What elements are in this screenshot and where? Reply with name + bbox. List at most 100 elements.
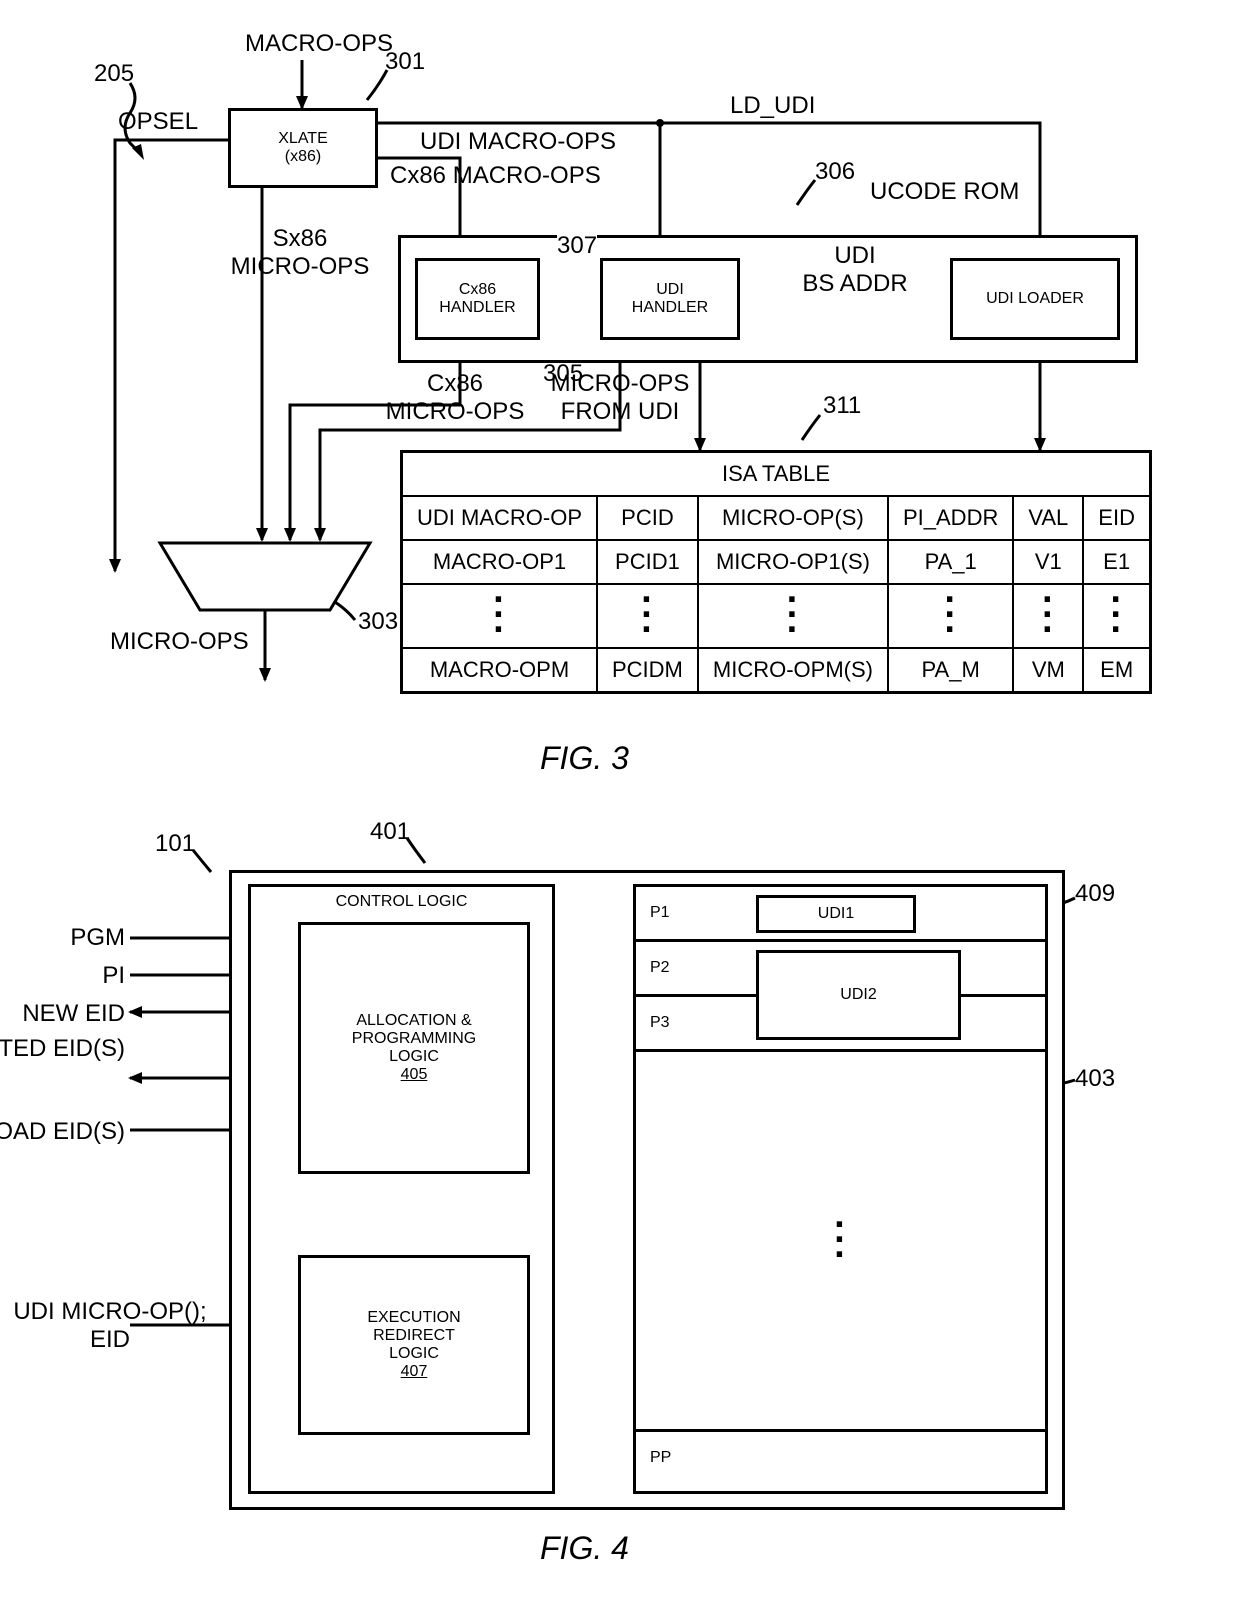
udi-handler-l1: UDI <box>656 281 684 299</box>
pp-label: PP <box>650 1449 671 1467</box>
ref-407: 407 <box>401 1363 428 1381</box>
label-ucode-rom: UCODE ROM <box>870 178 1019 206</box>
isa-h4: VAL <box>1013 496 1083 540</box>
alloc-l1: ALLOCATION & <box>356 1012 471 1030</box>
ref-311: 311 <box>823 392 861 420</box>
umo-l2: EID <box>90 1326 130 1353</box>
p1-label: P1 <box>650 904 670 922</box>
isa-r1-5: E1 <box>1083 540 1150 584</box>
isa-rM-2: MICRO-OPM(S) <box>698 648 888 693</box>
exec-l3: LOGIC <box>389 1345 439 1363</box>
isa-r1-0: MACRO-OP1 <box>402 540 598 584</box>
isa-row-ellipsis: ··· ··· ··· ··· ··· ··· <box>402 584 1151 648</box>
row-ellipsis: ··· <box>636 1052 1045 1432</box>
box-udi1: UDI1 <box>756 895 916 933</box>
isa-table: ISA TABLE UDI MACRO-OP PCID MICRO-OP(S) … <box>400 450 1152 694</box>
ref-307: 307 <box>557 232 597 260</box>
ref-405: 405 <box>401 1066 428 1084</box>
ref-101: 101 <box>155 830 195 858</box>
box-xlate: XLATE (x86) <box>228 108 378 188</box>
umo-l1: UDI MICRO-OP(); <box>13 1298 206 1325</box>
isa-rM-0: MACRO-OPM <box>402 648 598 693</box>
cx86-micro-l1: Cx86 <box>427 370 483 397</box>
sx86-l1: Sx86 <box>273 225 328 252</box>
ref-403: 403 <box>1075 1065 1115 1093</box>
xlate-line1: XLATE <box>278 130 328 148</box>
mfu-l2: FROM UDI <box>561 398 680 425</box>
mfu-l1: MICRO-OPS <box>551 370 690 397</box>
isa-row1: MACRO-OP1 PCID1 MICRO-OP1(S) PA_1 V1 E1 <box>402 540 1151 584</box>
label-udi-micro-op-eid: UDI MICRO-OP(); EID <box>0 1298 220 1354</box>
isa-header-row: UDI MACRO-OP PCID MICRO-OP(S) PI_ADDR VA… <box>402 496 1151 540</box>
label-udi-macro-ops: UDI MACRO-OPS <box>420 128 616 156</box>
label-new-eid: NEW EID <box>0 1000 125 1028</box>
cx86-handler-l2: HANDLER <box>439 299 515 317</box>
label-cx86-micro: Cx86 MICRO-OPS <box>380 370 530 426</box>
isa-r1-2: MICRO-OP1(S) <box>698 540 888 584</box>
isa-h0: UDI MACRO-OP <box>402 496 598 540</box>
isa-rM-5: EM <box>1083 648 1150 693</box>
alloc-l3: LOGIC <box>389 1048 439 1066</box>
udi-l2: BS ADDR <box>802 270 907 297</box>
isa-rM-1: PCIDM <box>597 648 698 693</box>
cx86-handler-l1: Cx86 <box>459 281 496 299</box>
box-udi2: UDI2 <box>756 950 961 1040</box>
label-ld-udi: LD_UDI <box>730 92 815 120</box>
isa-r1-3: PA_1 <box>888 540 1013 584</box>
label-pgm: PGM <box>25 924 125 952</box>
label-unload-eids: UNLOAD EID(S) <box>0 1118 125 1146</box>
xlate-line2: (x86) <box>285 148 321 166</box>
cx86-micro-l2: MICRO-OPS <box>386 398 525 425</box>
diagram-container: MACRO-OPS 205 301 OPSEL XLATE (x86) LD_U… <box>0 0 1240 1609</box>
control-logic-title: CONTROL LOGIC <box>336 893 468 911</box>
udi-loader-label: UDI LOADER <box>986 290 1084 308</box>
p2-label: P2 <box>650 959 670 977</box>
label-micro-ops: MICRO-OPS <box>110 628 249 656</box>
label-micro-from-udi: MICRO-OPS FROM UDI <box>535 370 705 426</box>
ref-301: 301 <box>385 48 425 76</box>
label-sx86: Sx86 MICRO-OPS <box>225 225 375 281</box>
isa-h5: EID <box>1083 496 1150 540</box>
p3-label: P3 <box>650 1014 670 1032</box>
exec-l2: REDIRECT <box>373 1327 455 1345</box>
isa-rM-3: PA_M <box>888 648 1013 693</box>
box-cx86-handler: Cx86 HANDLER <box>415 258 540 340</box>
isa-h2: MICRO-OP(S) <box>698 496 888 540</box>
isa-rM-4: VM <box>1013 648 1083 693</box>
alloc-l2: PROGRAMMING <box>352 1030 476 1048</box>
fig4-caption: FIG. 4 <box>540 1530 629 1567</box>
ref-303: 303 <box>358 608 398 636</box>
row-pp: PP <box>636 1432 1045 1484</box>
label-pi: PI <box>25 962 125 990</box>
label-invalidated-eids: INVALIDATED EID(S) <box>0 1035 125 1063</box>
ref-306: 306 <box>815 158 855 186</box>
exec-l1: EXECUTION <box>367 1309 460 1327</box>
box-p-table: P1 UDI1 P2 UDI2 P3 ··· PP <box>633 884 1048 1494</box>
box-udi-loader: UDI LOADER <box>950 258 1120 340</box>
ref-401: 401 <box>370 818 410 846</box>
label-opsel: OPSEL <box>118 108 198 136</box>
isa-title: ISA TABLE <box>402 452 1151 497</box>
isa-r1-1: PCID1 <box>597 540 698 584</box>
isa-h1: PCID <box>597 496 698 540</box>
label-macro-ops: MACRO-OPS <box>245 30 393 58</box>
box-udi-handler: UDI HANDLER <box>600 258 740 340</box>
ref-205: 205 <box>94 60 134 88</box>
isa-rowM: MACRO-OPM PCIDM MICRO-OPM(S) PA_M VM EM <box>402 648 1151 693</box>
label-cx86-macro-ops: Cx86 MACRO-OPS <box>390 162 601 190</box>
row-p2: P2 UDI2 <box>636 942 1045 997</box>
udi2-label: UDI2 <box>840 986 876 1004</box>
sx86-l2: MICRO-OPS <box>231 253 370 280</box>
p-vdots: ··· <box>834 1218 847 1264</box>
box-exec-redirect: EXECUTION REDIRECT LOGIC 407 <box>298 1255 530 1435</box>
isa-r1-4: V1 <box>1013 540 1083 584</box>
label-udi-bs-addr: UDI BS ADDR <box>790 242 920 298</box>
udi1-label: UDI1 <box>818 905 854 923</box>
udi-l1: UDI <box>834 242 875 269</box>
isa-h3: PI_ADDR <box>888 496 1013 540</box>
row-p1: P1 UDI1 <box>636 887 1045 942</box>
ref-409: 409 <box>1075 880 1115 908</box>
udi-handler-l2: HANDLER <box>632 299 708 317</box>
box-alloc-logic: ALLOCATION & PROGRAMMING LOGIC 405 <box>298 922 530 1174</box>
fig3-caption: FIG. 3 <box>540 740 629 777</box>
